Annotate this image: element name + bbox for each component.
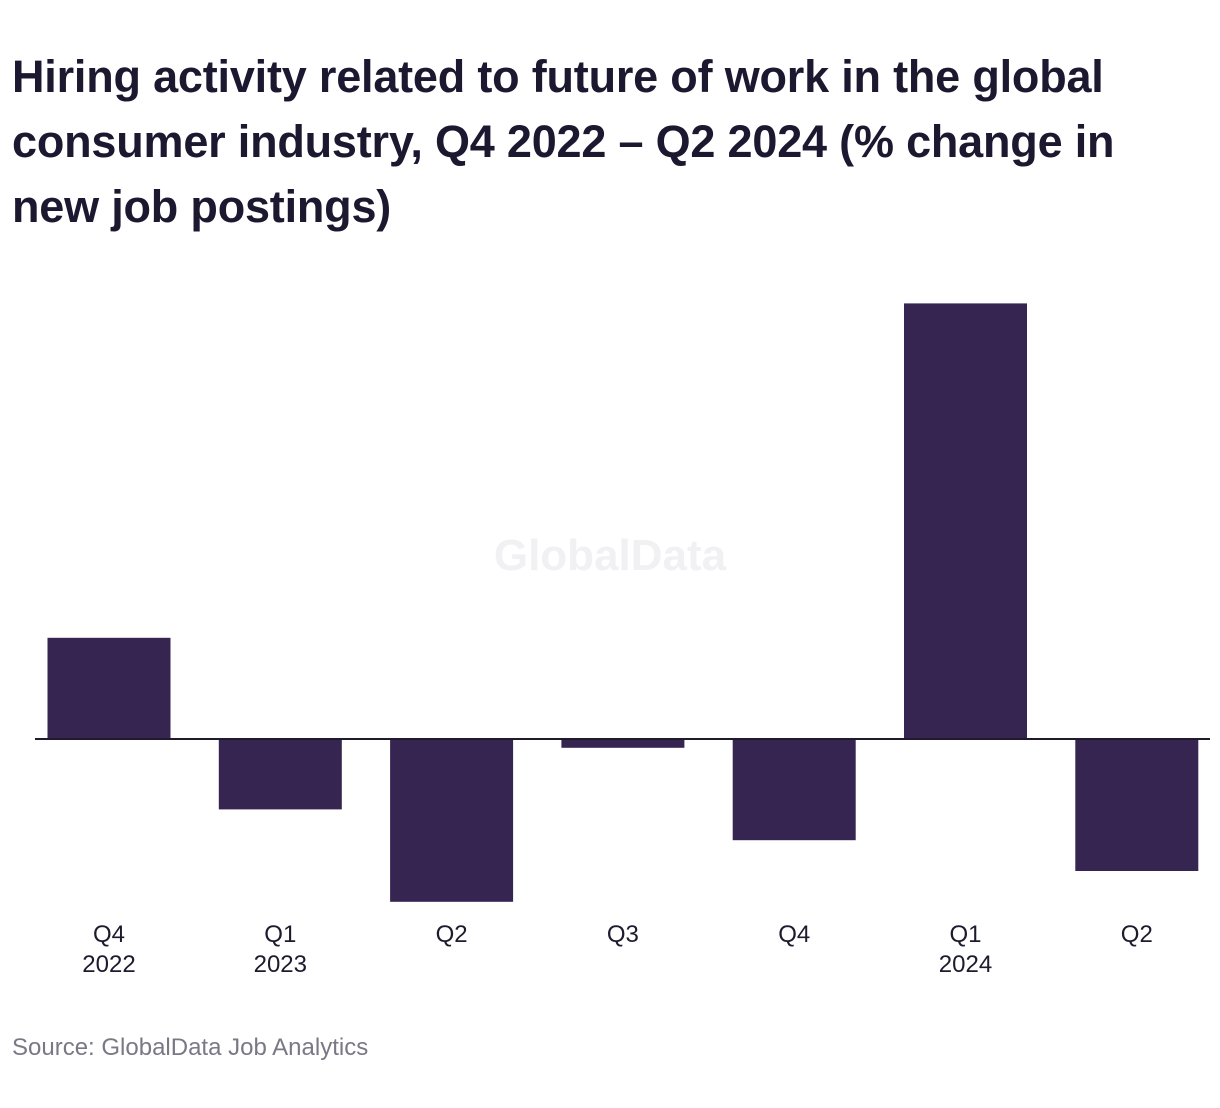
x-axis-labels: Q4 2022 Q1 2023 Q2 Q3 Q4 Q1 2024 Q2 <box>82 921 1153 978</box>
x-tick-label: Q2 <box>1121 921 1153 948</box>
x-tick-label: Q4 <box>93 921 125 948</box>
x-tick-label: 2024 <box>939 951 992 978</box>
x-tick-label: Q2 <box>436 921 468 948</box>
x-tick-label: Q1 <box>949 921 981 948</box>
x-tick-label: Q1 <box>264 921 296 948</box>
bar-3 <box>561 739 685 748</box>
bar-1 <box>218 739 342 810</box>
bar-6 <box>1075 739 1199 871</box>
x-tick-label: Q4 <box>778 921 810 948</box>
watermark: GlobalData <box>494 531 727 580</box>
bar-4 <box>732 739 856 841</box>
bar-0 <box>47 637 171 739</box>
bar-5 <box>904 303 1027 739</box>
source-note: Source: GlobalData Job Analytics <box>12 1034 369 1061</box>
bar-group <box>47 303 1199 902</box>
bar-2 <box>390 739 514 902</box>
x-tick-label: 2022 <box>82 951 135 978</box>
x-tick-label: 2023 <box>254 951 307 978</box>
x-tick-label: Q3 <box>607 921 639 948</box>
chart-title: Hiring activity related to future of wor… <box>12 51 1115 232</box>
